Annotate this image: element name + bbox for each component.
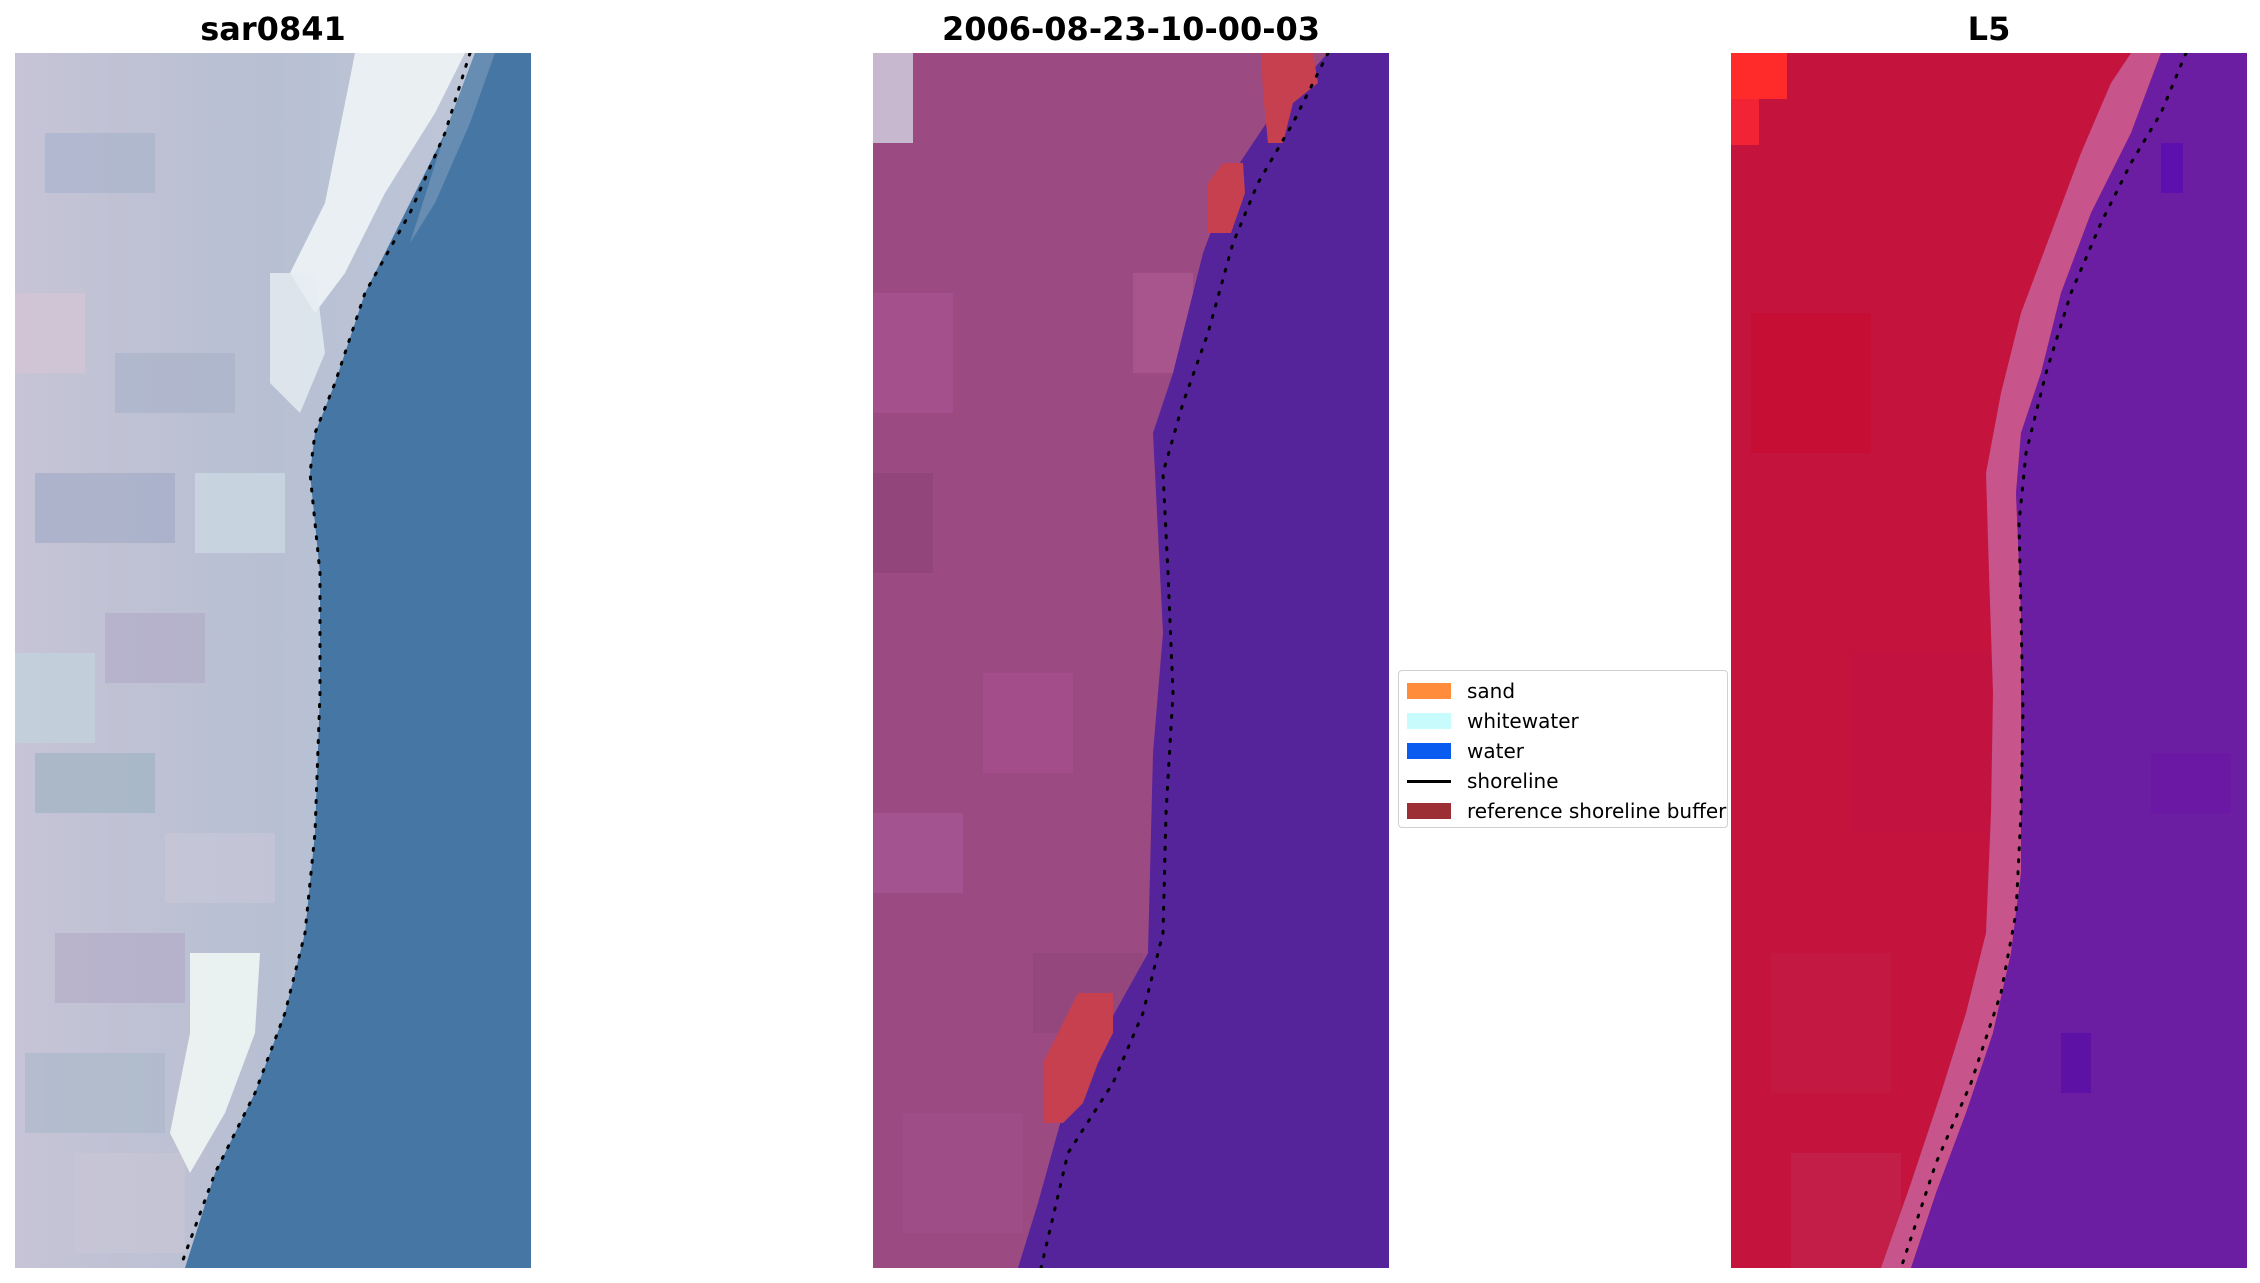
legend-item-whitewater: whitewater [1407, 707, 1579, 735]
legend-item-sand: sand [1407, 677, 1515, 705]
water-swatch [1407, 743, 1451, 759]
sand-swatch [1407, 683, 1451, 699]
index-image-panel [1731, 53, 2247, 1268]
legend: sand whitewater water shoreline referenc… [1398, 670, 1728, 828]
classified-image [873, 53, 1389, 1268]
panel-title-rgb: sar0841 [200, 10, 346, 48]
legend-label-water: water [1467, 739, 1524, 763]
panel-title-date: 2006-08-23-10-00-03 [941, 10, 1321, 48]
legend-item-buffer: reference shoreline buffer [1407, 797, 1726, 825]
classified-image-panel [873, 53, 1389, 1268]
legend-item-water: water [1407, 737, 1524, 765]
whitewater-swatch [1407, 713, 1451, 729]
legend-label-shoreline: shoreline [1467, 769, 1559, 793]
legend-label-whitewater: whitewater [1467, 709, 1579, 733]
panel-title-l5: L5 [1967, 10, 2011, 48]
rgb-image [15, 53, 531, 1268]
legend-item-shoreline: shoreline [1407, 767, 1559, 795]
legend-label-buffer: reference shoreline buffer [1467, 799, 1727, 823]
legend-label-sand: sand [1467, 679, 1516, 703]
shoreline-line-swatch [1407, 779, 1451, 783]
rgb-image-panel [15, 53, 531, 1268]
index-image [1731, 53, 2247, 1268]
buffer-swatch [1407, 803, 1451, 819]
